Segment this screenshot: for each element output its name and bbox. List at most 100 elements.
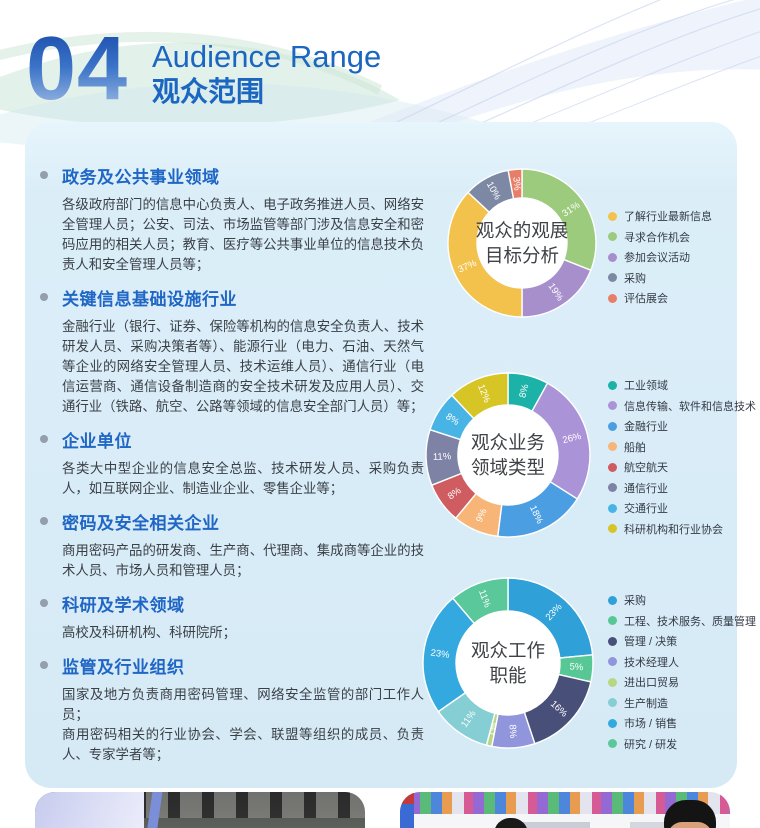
legend-item: 了解行业最新信息 [608,206,760,227]
section-heading: 企业单位 [62,432,132,451]
legend-label: 采购 [624,272,646,285]
legend-item: 管理 / 决策 [608,631,760,652]
section-block: 政务及公共事业领域各级政府部门的信息中心负责人、电子政务推进人员、网络安全管理人… [25,163,425,275]
legend-label: 通信行业 [624,482,668,495]
percent-label: 3% [510,176,522,191]
section-body: 高校及科研机构、科研院所； [62,625,237,640]
legend-dot-icon [608,524,617,534]
legend-label: 管理 / 决策 [624,636,678,649]
section-block: 企业单位各类大中型企业的信息安全总监、技术研发人员、采购负责人，如互联网企业、制… [25,427,425,499]
chart-legend: 工业领域信息传输、软件和信息技术 金融行业船舶航空航天通信行业交通行业科研机构和行… [608,375,760,539]
legend-item: 工程、技术服务、质量管理 [608,611,760,632]
percent-label: 8% [506,724,518,739]
legend-dot-icon [608,462,617,472]
legend-item: 技术经理人 [608,652,760,673]
legend-dot-icon [608,232,617,242]
legend-label: 寻求合作机会 [624,231,690,244]
legend-item: 航空航天 [608,457,760,478]
legend-label: 金融行业 [624,421,668,434]
photo-booth-visitors [400,792,730,828]
section-body: 商用密码产品的研发商、生产商、代理商、集成商等企业的技术人员、市场人员和管理人员… [62,543,424,578]
legend-dot-icon [608,293,617,303]
title-zh: 观众范围 [152,76,265,108]
legend-item: 参加会议活动 [608,247,760,268]
legend-item: 科研机构和行业协会 [608,519,760,540]
section-header: 监管及行业组织 [25,653,425,677]
wall-sign [520,822,590,828]
content-panel: 政务及公共事业领域各级政府部门的信息中心负责人、电子政务推进人员、网络安全管理人… [25,122,756,788]
visitor-with-sunglasses [646,800,730,828]
legend-item: 金融行业 [608,416,760,437]
donut-svg: 31%19%37%10% 3%观众的观展目标分析 [447,168,597,318]
legend-item: 船舶 [608,437,760,458]
legend-label: 航空航天 [624,462,668,475]
legend-dot-icon [608,739,617,749]
ceiling-trusses [134,792,365,818]
legend-dot-icon [608,616,617,626]
legend-dot-icon [608,657,617,667]
legend-label: 技术经理人 [624,656,679,669]
percent-label: 5% [569,661,584,673]
legend-item: 通信行业 [608,478,760,499]
section-heading: 科研及学术领域 [62,596,185,615]
section-header: 企业单位 [25,427,425,451]
legend-dot-icon [608,252,617,262]
section-body: 国家及地方负责商用密码管理、网络安全监管的部门工作人员； [62,687,424,722]
legend-dot-icon [608,401,617,411]
donut-svg: 23%5%16%8%1%11%23%11%观众工作职能 [422,577,594,749]
section-heading: 密码及安全相关企业 [62,514,220,533]
section-block: 关键信息基础设施行业金融行业（银行、证券、保险等机构的信息安全负责人、技术研发人… [25,285,425,417]
percent-label: 23% [430,648,451,661]
legend-item: 交通行业 [608,498,760,519]
section-block: 监管及行业组织国家及地方负责商用密码管理、网络安全监管的部门工作人员； 商用密码相… [25,653,425,765]
section-body: 各级政府部门的信息中心负责人、电子政务推进人员、网络安全管理人员；公安、司法、市… [62,197,424,272]
section-heading: 政务及公共事业领域 [62,168,220,187]
section-body: 商用密码相关的行业协会、学会、联盟等组织的成员、负责人、专家学者等； [62,727,424,762]
legend-dot-icon [608,677,617,687]
section-header: 科研及学术领域 [25,591,425,615]
legend-label: 工程、技术服务、质量管理 [624,615,756,628]
section-header: 政务及公共事业领域 [25,163,425,187]
legend-dot-icon [608,442,617,452]
visitor-with-glasses [488,818,532,828]
donut-chart-business-fields: 8% 26% 18% 9% 8% 11% 8% 12% 观众业务领域类型 [423,370,593,540]
legend-label: 参加会议活动 [624,252,690,265]
section-heading: 关键信息基础设施行业 [62,290,237,309]
legend-dot-icon [608,211,617,221]
legend-label: 进出口贸易 [624,677,679,690]
sections: 政务及公共事业领域各级政府部门的信息中心负责人、电子政务推进人员、网络安全管理人… [25,163,425,775]
section-heading: 监管及行业组织 [62,658,185,677]
legend-dot-icon [608,595,617,605]
section-body: 金融行业（银行、证券、保险等机构的信息安全负责人、技术研发人员、采购决策者等）、… [62,319,424,414]
photo-exhibition-hall: 商用密码产品 [35,792,365,828]
percent-label: 11% [433,451,452,463]
donut-center [456,611,560,715]
legend-label: 科研机构和行业协会 [624,523,723,536]
donut-center [458,405,558,505]
wall-sign [630,822,678,828]
bullet-icon [40,293,48,301]
legend-item: 采购 [608,590,760,611]
section-block: 密码及安全相关企业商用密码产品的研发商、生产商、代理商、集成商等企业的技术人员、… [25,509,425,581]
title-en: Audience Range [152,39,382,74]
bullet-icon [40,435,48,443]
percent-label: 26% [561,431,583,447]
donut-chart-audience-goals: 31% 19% 37% 10% 3% 观众的观展目标分析 [442,163,602,323]
chart-center-title: 观众的观展目标分析 [476,220,569,266]
colorful-stripes [400,792,730,814]
legend-item: 评估展会 [608,288,760,309]
section-header: 关键信息基础设施行业 [25,285,425,309]
legend-label: 工业领域 [624,380,668,393]
legend-label: 研究 / 研发 [624,738,678,751]
section-number: 04 [26,19,129,119]
legend-label: 船舶 [624,441,646,454]
legend-dot-icon [608,273,617,283]
bullet-icon [40,517,48,525]
legend-dot-icon [608,503,617,513]
section-body: 各类大中型企业的信息安全总监、技术研发人员、采购负责人，如互联网企业、制造业企业… [62,461,424,496]
legend-label: 评估展会 [624,293,668,306]
legend-label: 信息传输、软件和信息技术 [624,400,756,413]
bullet-icon [40,599,48,607]
legend-label: 交通行业 [624,503,668,516]
